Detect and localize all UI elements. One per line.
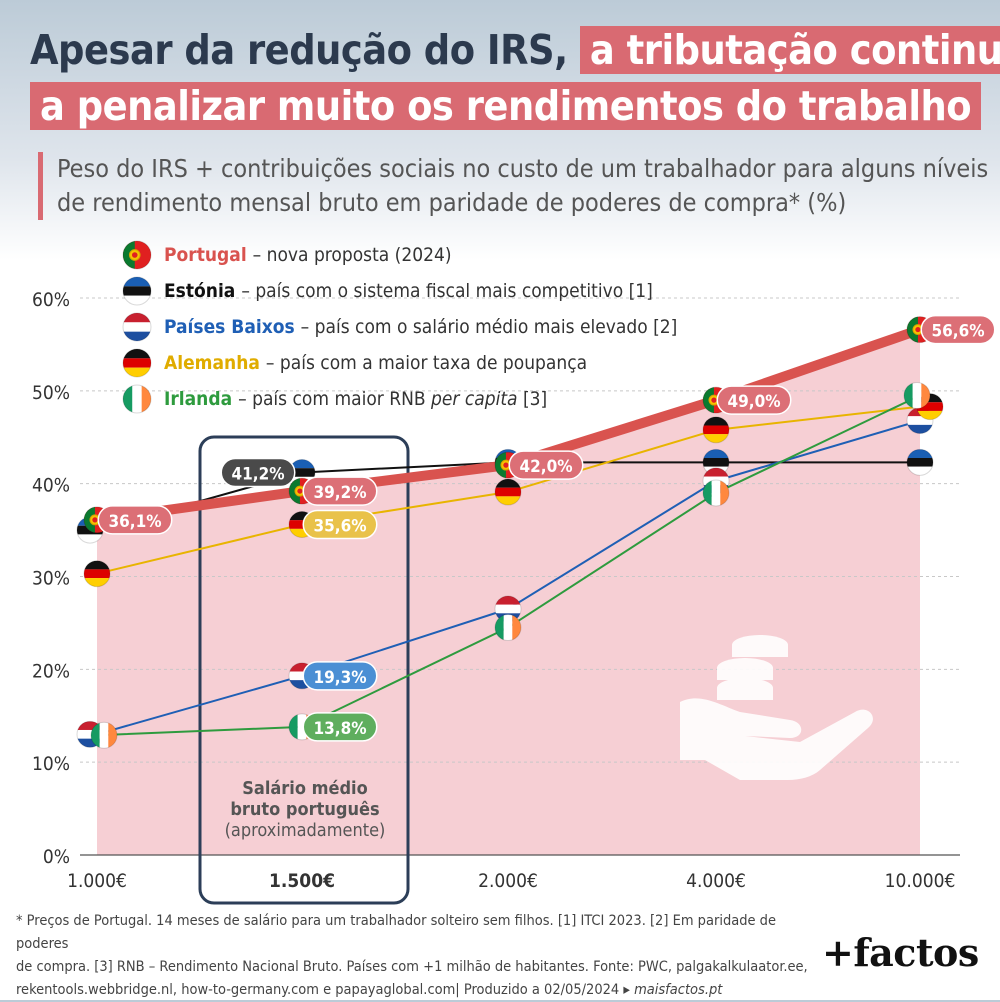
portugal-flag-icon [122, 240, 152, 270]
portugal-flag-icon-shape [122, 240, 152, 270]
y-tick-label: 0% [43, 846, 70, 868]
data-label: 41,2% [231, 465, 284, 485]
data-label-portugal: 56,6% [920, 314, 996, 345]
data-label: 49,0% [727, 392, 780, 412]
highlight-box [198, 435, 410, 905]
hand-coins-icon [680, 635, 873, 780]
title-line-1: Apesar da redução do IRS, a tributação c… [30, 26, 1000, 74]
x-tick-label: 2.000€ [478, 870, 538, 892]
germany-flag-icon-shape [122, 348, 152, 378]
data-label: 35,6% [313, 517, 366, 537]
marker-alemanha [494, 478, 522, 506]
legend-item-germany: Alemanha – país com a maior taxa de poup… [122, 345, 677, 381]
title-plain: Apesar da redução do IRS, [30, 26, 568, 74]
legend-desc-part: – país com maior RNB [238, 388, 432, 410]
estonia-flag-icon-shape [122, 276, 152, 306]
legend-label: Estónia [164, 280, 236, 302]
y-tick-label: 10% [32, 753, 70, 775]
legend-desc: – país com o salário médio mais elevado … [300, 316, 678, 338]
legend-label: Países Baixos [164, 316, 295, 338]
netherlands-flag-icon [122, 312, 152, 342]
data-label: 19,3% [313, 668, 366, 688]
x-tick-label: 10.000€ [885, 870, 956, 892]
y-tick-label: 50% [32, 382, 70, 404]
x-tick-label: 4.000€ [686, 870, 746, 892]
legend-desc: – país com maior RNB per capita [3] [238, 388, 547, 410]
legend-desc: – país com o sistema fiscal mais competi… [241, 280, 653, 302]
marker-irlanda [494, 614, 522, 642]
title-highlight-1: a tributação continua [579, 26, 1000, 74]
y-tick-label: 40% [32, 475, 70, 497]
legend-desc-italic: per capita [431, 388, 518, 410]
footnote-site-link[interactable]: maisfactos.pt [634, 982, 723, 998]
data-label-portugal: 42,0% [508, 450, 584, 480]
legend-desc: – nova proposta (2024) [252, 244, 452, 266]
x-tick-label: 1.500€ [269, 870, 335, 892]
germany-flag-icon [122, 348, 152, 378]
title-highlight-2: a penalizar muito os rendimentos do trab… [30, 82, 982, 130]
title-line-2: a penalizar muito os rendimentos do trab… [30, 82, 982, 130]
y-tick-label: 20% [32, 660, 70, 682]
data-label: 42,0% [519, 457, 572, 477]
data-label-alemanha: 35,6% [302, 509, 378, 540]
legend-item-estonia: Estónia – país com o sistema fiscal mais… [122, 273, 677, 309]
data-label-estónia: 41,2% [220, 457, 296, 488]
estonia-flag-icon [122, 276, 152, 306]
x-tick-label: 1.000€ [67, 870, 127, 892]
legend-item-portugal: Portugal – nova proposta (2024) [122, 237, 677, 273]
brand-logo: +factos [822, 930, 979, 975]
data-label: 36,1% [108, 512, 161, 532]
chart-legend: Portugal – nova proposta (2024) Estónia … [122, 237, 677, 417]
footnote-text: rekentools.webbridge.nl, how-to-germany.… [16, 982, 635, 998]
footnote: * Preços de Portugal. 14 meses de salári… [16, 910, 816, 1002]
data-label: 13,8% [313, 719, 366, 739]
data-label: 39,2% [313, 483, 366, 503]
legend-label: Irlanda [164, 388, 233, 410]
data-label-países-baixos: 19,3% [302, 661, 378, 691]
marker-irlanda [90, 721, 118, 749]
y-tick-label: 60% [32, 289, 70, 311]
y-tick-label: 30% [32, 568, 70, 590]
legend-label: Portugal [164, 244, 247, 266]
legend-item-ireland: Irlanda – país com maior RNB per capita … [122, 381, 677, 417]
data-label-irlanda: 13,8% [302, 712, 378, 742]
subtitle: Peso do IRS + contribuições sociais no c… [38, 152, 997, 220]
note-line-2: bruto português [230, 799, 380, 820]
ireland-flag-icon [122, 384, 152, 414]
ireland-flag-icon-shape [122, 384, 152, 414]
footnote-line: * Preços de Portugal. 14 meses de salári… [16, 913, 776, 952]
legend-label: Alemanha [164, 352, 260, 374]
netherlands-flag-icon-shape [122, 312, 152, 342]
marker-alemanha [83, 560, 111, 588]
data-label-portugal: 49,0% [716, 385, 792, 415]
marker-estónia [906, 448, 934, 476]
note-line-3: (aproximadamente) [224, 820, 386, 841]
data-label: 56,6% [931, 322, 984, 342]
marker-irlanda [702, 479, 730, 507]
legend-desc-part: [3] [517, 388, 548, 410]
footnote-line: rekentools.webbridge.nl, how-to-germany.… [16, 979, 816, 1002]
data-label-portugal: 39,2% [302, 476, 378, 506]
marker-irlanda [903, 381, 931, 409]
data-label-portugal: 36,1% [97, 505, 173, 535]
marker-alemanha [702, 416, 730, 444]
note-line-1: Salário médio [242, 778, 368, 799]
legend-item-netherlands: Países Baixos – país com o salário médio… [122, 309, 677, 345]
legend-desc: – país com a maior taxa de poupança [265, 352, 588, 374]
footnote-line: de compra. [3] RNB – Rendimento Nacional… [16, 959, 808, 975]
highlight-note: Salário médio bruto português (aproximad… [200, 778, 410, 841]
